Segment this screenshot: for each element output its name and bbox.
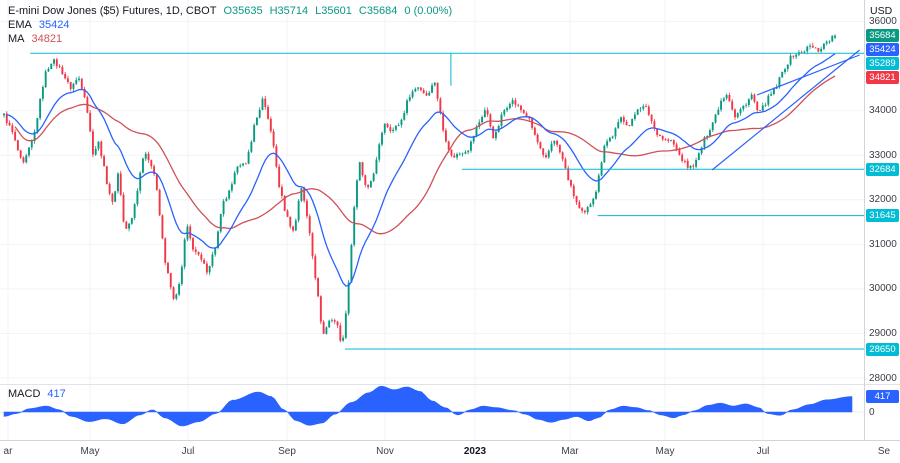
ma-label: MA <box>8 33 25 45</box>
y-axis-tick: 36000 <box>869 16 897 28</box>
x-axis-tick: May <box>80 446 100 457</box>
x-axis-tick: Jul <box>756 446 770 457</box>
x-axis-tick: ar <box>3 446 13 457</box>
currency-label[interactable]: USD <box>870 5 893 17</box>
x-axis-tick: Se <box>877 446 891 457</box>
level-tag-32684: 32684 <box>866 162 899 176</box>
symbol-title[interactable]: E-mini Dow Jones ($5) Futures, 1D, CBOT <box>8 5 217 17</box>
x-axis-tick: Mar <box>561 446 579 457</box>
macd-histogram <box>3 385 853 427</box>
x-axis-tick: Jul <box>181 446 195 457</box>
ma-line[interactable] <box>14 75 836 235</box>
ema-indicator-row[interactable]: EMA 35424 <box>8 18 452 32</box>
macd-label: MACD <box>8 388 41 400</box>
macd-zero-label: 0 <box>869 407 875 418</box>
down-candle-wicks <box>6 42 819 343</box>
ohlc-high: H35714 <box>269 5 309 17</box>
ohlc-close: C35684 <box>358 5 398 17</box>
level-tag-31645: 31645 <box>866 209 899 223</box>
macd-value-tag: 417 <box>866 390 899 404</box>
x-axis-tick: Sep <box>278 446 296 457</box>
x-axis-tick: May <box>655 446 675 457</box>
ohlc-low: L35601 <box>315 5 352 17</box>
symbol-row[interactable]: E-mini Dow Jones ($5) Futures, 1D, CBOT … <box>8 4 452 18</box>
y-axis-tick: 28000 <box>869 372 897 384</box>
up-candle-bodies <box>3 35 836 341</box>
y-axis-tick: 29000 <box>869 327 897 339</box>
level-tag-28650: 28650 <box>866 342 899 356</box>
ma-indicator-row[interactable]: MA 34821 <box>8 32 452 46</box>
candlesticks <box>3 34 836 343</box>
ema-line[interactable] <box>6 53 836 287</box>
price-tag-35289: 35289 <box>866 57 899 71</box>
y-axis-tick: 32000 <box>869 194 897 206</box>
y-axis-tick: 31000 <box>869 238 897 250</box>
macd-indicator-row[interactable]: MACD 417 <box>8 388 66 400</box>
ema-value: 35424 <box>38 19 70 31</box>
ohlc-open: O35635 <box>223 5 263 17</box>
ema-label: EMA <box>8 19 32 31</box>
drawings[interactable] <box>30 49 865 350</box>
x-axis-tick: Nov <box>376 446 394 457</box>
y-axis-tick: 34000 <box>869 105 897 117</box>
macd-value: 417 <box>47 388 66 400</box>
up-candle-wicks <box>3 34 836 343</box>
price-tag-35684: 35684 <box>866 29 899 43</box>
gridlines <box>0 0 865 440</box>
price-tag-35424: 35424 <box>866 43 899 57</box>
symbol-legend: E-mini Dow Jones ($5) Futures, 1D, CBOT … <box>8 4 452 46</box>
ohlc-change: 0 (0.00%) <box>404 5 453 17</box>
price-tag-34821: 34821 <box>866 71 899 85</box>
ma-value: 34821 <box>31 33 63 45</box>
trend-line-2[interactable] <box>756 54 860 96</box>
x-axis-tick: 2023 <box>463 446 487 457</box>
trend-line-1[interactable] <box>711 49 860 171</box>
y-axis-tick: 33000 <box>869 149 897 161</box>
y-axis-tick: 30000 <box>869 283 897 295</box>
